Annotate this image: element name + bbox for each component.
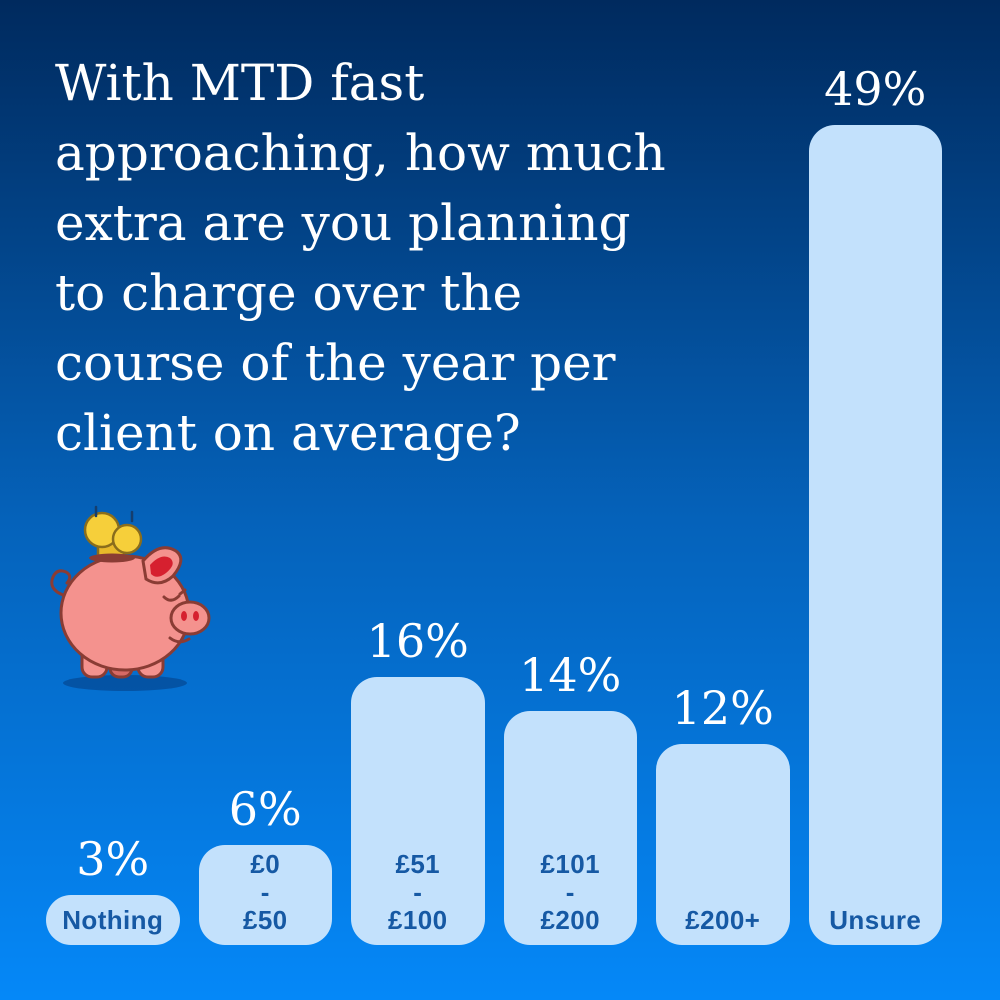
bar-column-4: 12% £200+ <box>656 681 790 945</box>
value-label: 12% <box>671 680 774 735</box>
coin-slot <box>89 553 135 563</box>
bar-column-0: 3% Nothing <box>46 832 180 945</box>
piggy-bank-icon <box>50 505 211 691</box>
bar: £0- £50 <box>198 845 332 945</box>
bar-column-2: 16% £51- £100 <box>351 614 485 945</box>
value-label: 3% <box>76 831 150 886</box>
category-label-line: - <box>565 877 575 907</box>
bar-column-1: 6% £0- £50 <box>198 781 332 945</box>
category-label-line: - <box>413 877 423 907</box>
value-label: 14% <box>519 647 622 702</box>
category-label-line: Nothing <box>62 905 164 935</box>
piggy-mouth <box>168 636 191 644</box>
category-label-line: Unsure <box>829 905 922 935</box>
value-label: 49% <box>824 61 927 116</box>
coin-motion-lines <box>94 505 134 523</box>
bar-column-5: 49% Unsure <box>808 61 942 945</box>
category-label-line: £0 <box>250 849 281 879</box>
piggy-tail <box>50 569 72 597</box>
bar: Nothing <box>46 895 180 945</box>
bar: £51- £100 <box>351 677 485 945</box>
piggy-nostril <box>193 611 199 621</box>
category-label-line: £50 <box>242 905 288 935</box>
title-line: With MTD fast <box>55 54 425 112</box>
title-line: approaching, how much <box>55 124 666 182</box>
piggy-eye <box>162 594 181 602</box>
title-line: course of the year per <box>55 334 616 392</box>
value-label: 16% <box>366 613 469 668</box>
category-label-line: £200 <box>540 905 600 935</box>
category-label-line: £100 <box>388 905 448 935</box>
title-line: extra are you planning <box>55 194 631 252</box>
bar-column-3: 14% £101- £200 <box>503 647 637 945</box>
piggy-shadow <box>63 675 187 691</box>
piggy-nostril <box>181 611 187 621</box>
category-label-line: £200+ <box>685 905 761 935</box>
bar: £200+ <box>656 744 790 945</box>
piggy-inner-ear <box>150 556 173 577</box>
coin <box>111 523 143 555</box>
bar-chart: 3% Nothing 6% £0- £50 16% £51- £100 14% £101- £200… <box>0 62 1000 945</box>
bar: Unsure <box>808 125 942 945</box>
bar: £101- £200 <box>503 711 637 945</box>
piggy-eyelash <box>178 588 187 596</box>
chart-title: With MTD fast approaching, how much extr… <box>55 48 666 468</box>
piggy-snout <box>169 600 211 636</box>
title-line: client on average? <box>55 404 521 462</box>
category-label-line: - <box>260 877 270 907</box>
title-line: to charge over the <box>55 264 523 322</box>
category-label-line: £51 <box>395 849 441 879</box>
value-label: 6% <box>228 781 302 836</box>
category-label-line: £101 <box>540 849 600 879</box>
